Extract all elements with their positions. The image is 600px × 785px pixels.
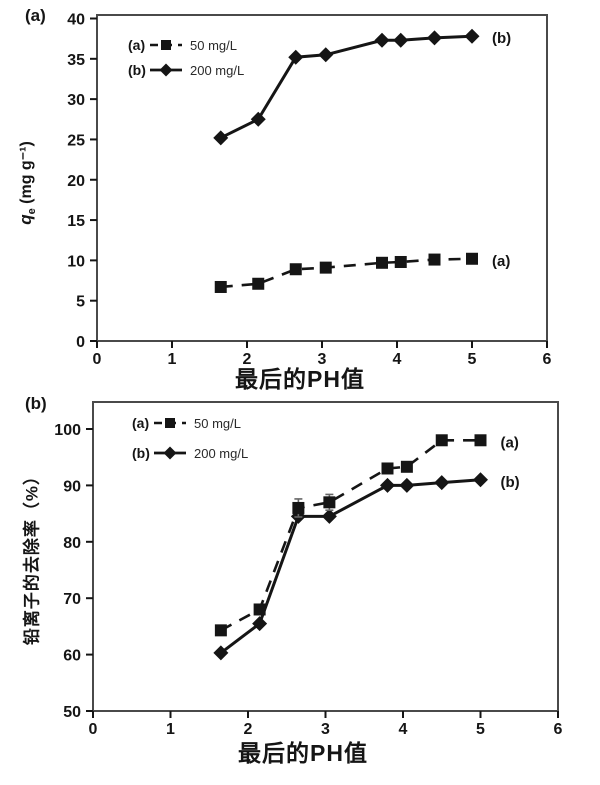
y-tick-label: 35 [67, 52, 85, 69]
data-point-square [289, 263, 302, 276]
data-point-square [292, 501, 305, 514]
data-point-square [214, 624, 227, 637]
panel-b-tag: (b) [25, 394, 47, 413]
data-point-square [252, 277, 265, 290]
series-end-label: (a) [501, 434, 519, 451]
plot-frame [96, 14, 548, 342]
data-point-square [394, 255, 407, 268]
qe-subscript: e [26, 208, 39, 215]
series-end-label: (a) [492, 253, 510, 270]
qe-unit: (mg g⁻¹) [17, 141, 35, 209]
x-tick-label: 6 [543, 351, 552, 368]
legend-marker-square [165, 418, 175, 428]
data-point-square [376, 256, 388, 269]
x-tick-label: 5 [468, 351, 477, 368]
plot-frame [92, 401, 559, 712]
data-point-diamond [213, 130, 229, 146]
data-point-diamond [399, 477, 415, 493]
y-tick-label: 10 [67, 253, 85, 270]
y-tick-label: 30 [67, 92, 85, 109]
data-point-diamond [380, 477, 395, 493]
data-point-square [428, 253, 441, 266]
panel-b-x-axis-title: 最后的PH值 [238, 740, 368, 766]
data-point-diamond [318, 47, 334, 63]
x-tick-label: 0 [93, 351, 102, 368]
x-tick-label: 3 [321, 721, 330, 738]
data-point-square [323, 496, 336, 509]
x-tick-label: 2 [244, 721, 253, 738]
legend-key: (a) [132, 415, 149, 431]
series-line-50mgL [220, 438, 481, 632]
legend-marker-square [161, 40, 171, 50]
x-tick-label: 4 [393, 351, 402, 368]
panel-a-x-axis-title: 最后的PH值 [235, 366, 365, 392]
x-tick-label: 6 [554, 721, 563, 738]
data-point-square [214, 280, 227, 293]
y-tick-label: 0 [76, 334, 85, 351]
data-point-diamond [393, 32, 409, 48]
y-tick-label: 90 [63, 478, 81, 495]
legend-label: 200 mg/L [194, 446, 248, 461]
y-tick-label: 60 [63, 648, 81, 665]
legend-label: 50 mg/L [190, 38, 237, 53]
data-point-diamond [374, 32, 390, 48]
legend-label: 200 mg/L [190, 63, 244, 78]
panel-b-y-axis-title: 铅离子的去除率（%） [22, 466, 42, 646]
data-point-square [381, 462, 394, 475]
legend-marker-diamond [163, 446, 177, 460]
data-point-square [466, 252, 478, 265]
y-tick-label: 15 [67, 213, 85, 230]
legend-key: (b) [132, 445, 150, 461]
y-tick-label: 40 [67, 12, 85, 29]
y-tick-label: 70 [63, 591, 81, 608]
x-tick-label: 3 [318, 351, 327, 368]
x-tick-label: 0 [89, 721, 98, 738]
data-point-square [435, 434, 448, 447]
legend-key: (a) [128, 37, 145, 53]
data-point-diamond [434, 475, 450, 491]
x-tick-label: 1 [166, 721, 175, 738]
y-tick-label: 25 [67, 132, 85, 149]
data-point-diamond [427, 30, 442, 46]
x-tick-label: 2 [243, 351, 252, 368]
data-point-square [474, 434, 487, 447]
data-point-diamond [473, 472, 488, 488]
x-tick-label: 1 [168, 351, 177, 368]
qe-symbol: q [15, 214, 35, 225]
data-point-diamond [213, 645, 229, 661]
data-point-diamond [252, 616, 268, 632]
data-point-diamond [250, 111, 266, 127]
data-point-diamond [321, 508, 337, 524]
y-tick-label: 20 [67, 173, 85, 190]
panel-a-tag: (a) [25, 6, 46, 25]
x-tick-label: 5 [476, 721, 485, 738]
legend-label: 50 mg/L [194, 416, 241, 431]
panel-a-y-axis-title: qe (mg g⁻¹) [16, 141, 38, 225]
data-point-diamond [288, 49, 304, 65]
y-tick-label: 100 [54, 422, 81, 439]
series-end-label: (b) [492, 30, 511, 47]
y-tick-label: 5 [76, 294, 85, 311]
legend-marker-diamond [159, 63, 173, 77]
series-end-label: (b) [501, 474, 520, 491]
legend-key: (b) [128, 62, 146, 78]
x-tick-label: 4 [399, 721, 408, 738]
data-point-square [253, 603, 266, 616]
data-point-diamond [464, 28, 480, 44]
y-tick-label: 80 [63, 535, 81, 552]
y-tick-label: 50 [63, 704, 81, 721]
data-point-square [400, 460, 413, 473]
data-point-square [319, 261, 332, 274]
